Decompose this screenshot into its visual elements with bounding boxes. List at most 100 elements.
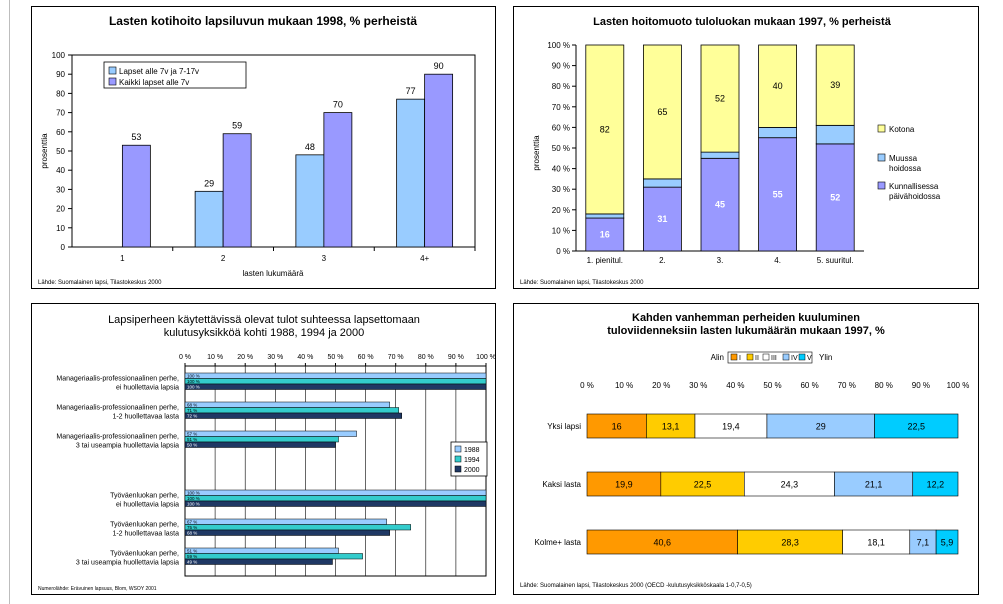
data-label: 70 — [333, 100, 343, 110]
chart-title: Lasten kotihoito lapsiluvun mukaan 1998,… — [109, 14, 417, 28]
legend-label-line-2: hoidossa — [889, 164, 922, 173]
bar-segment — [815, 44, 855, 126]
y-tick-label: 60 — [56, 128, 65, 137]
legend-label: 2000 — [464, 467, 480, 474]
bar-segment — [700, 44, 740, 153]
legend-swatch — [877, 153, 886, 162]
x-tick-label: 100 % — [476, 354, 495, 361]
data-label: 16 — [612, 422, 622, 432]
bar — [184, 529, 390, 536]
data-label: 100 % — [187, 379, 200, 384]
legend-box — [103, 61, 247, 89]
bar-segment — [586, 529, 738, 555]
bar-segment — [758, 137, 798, 252]
bar — [184, 489, 487, 496]
y-tick-label: 40 — [56, 166, 65, 175]
x-tick-label: 90 % — [448, 354, 464, 361]
data-label: 77 — [406, 86, 416, 96]
x-tick-label: 40 % — [726, 381, 744, 390]
chart-title-line-2: tuloviidenneksiin lasten lukumäärän muka… — [607, 325, 885, 337]
bar-segment — [642, 44, 682, 180]
x-tick-label: 20 % — [237, 354, 253, 361]
bar-segment — [874, 413, 959, 439]
data-label: 50 % — [187, 443, 197, 448]
y-tick-label: 50 — [56, 147, 65, 156]
data-label: 68 % — [187, 531, 197, 536]
legend-label-line-2: päivähoidossa — [889, 192, 941, 201]
bar — [323, 112, 353, 248]
chart-title-line-1: Kahden vanhemman perheiden kuuluminen — [632, 312, 860, 324]
legend-swatch — [454, 445, 462, 453]
data-label: 49 % — [187, 560, 197, 565]
chart-care-by-income: Lasten hoitomuoto tuloluokan mukaan 1997… — [520, 16, 941, 286]
data-label: 71 % — [187, 408, 197, 413]
data-label: 29 — [204, 178, 214, 188]
data-label: 57 % — [187, 432, 197, 437]
data-label: 72 % — [187, 414, 197, 419]
bar-segment — [694, 413, 768, 439]
bar — [184, 441, 336, 448]
bar-segment — [642, 186, 682, 252]
data-label: 82 — [600, 124, 610, 134]
source-note: Lähde: Suomalainen lapsi, Tilastokeskus … — [38, 280, 162, 286]
bar — [184, 558, 333, 565]
data-label: 100 % — [187, 385, 200, 390]
data-label: 75 % — [187, 525, 197, 530]
x-tick-label: 40 % — [297, 354, 313, 361]
bar-segment — [642, 178, 682, 188]
bar-segment — [815, 124, 855, 145]
category-label-line-1: Työväenluokan perhe, — [110, 550, 179, 557]
chart-marks: 0 % 10 % 20 % 30 % 40 % 50 % 60 % 70 % 80 % 90 % 1… — [535, 351, 969, 555]
legend-label: III — [771, 355, 777, 362]
legend-prefix: Alin — [711, 353, 724, 362]
legend-swatch — [454, 455, 462, 463]
data-label: 5,9 — [941, 538, 954, 548]
x-tick-label: 80 % — [418, 354, 434, 361]
data-label: 29 — [816, 422, 826, 432]
bar-segment — [737, 529, 843, 555]
chart-income-vs-childless: Lapsiperheen käytettävissä olevat tulot … — [38, 314, 495, 592]
category-label-line-2: 3 tai useampia huollettavia lapsia — [76, 442, 179, 449]
category-label-line-2: ei huollettavia lapsia — [116, 384, 179, 391]
bar — [184, 547, 339, 554]
data-label: 19,9 — [615, 480, 633, 490]
data-label: 28,3 — [781, 538, 799, 548]
x-tick-label: 3. — [717, 256, 724, 265]
x-tick-label: 30 % — [267, 354, 283, 361]
bar-segment — [758, 44, 798, 128]
x-tick-label: 4+ — [420, 254, 429, 263]
x-tick-label: 10 % — [207, 354, 223, 361]
bar-segment — [585, 44, 625, 215]
data-label: 24,3 — [781, 480, 799, 490]
legend-swatch — [877, 181, 886, 190]
data-label: 67 % — [187, 520, 197, 525]
category-label-line-1: Työväenluokan perhe, — [110, 521, 179, 528]
y-tick-label: 0 — [61, 243, 66, 252]
category-label-line-1: Manageriaalis-professionaalinen perhe, — [56, 404, 179, 411]
y-tick-label: 10 % — [552, 226, 570, 235]
data-label: 21,1 — [865, 480, 883, 490]
bar-segment — [935, 529, 959, 555]
legend-label: 1994 — [464, 457, 480, 464]
y-tick-label: 80 — [56, 89, 65, 98]
bar-segment — [909, 529, 937, 555]
data-label: 7,1 — [917, 538, 930, 548]
data-label: 18,1 — [867, 538, 885, 548]
chart-home-care-by-children: Lasten kotihoito lapsiluvun mukaan 1998,… — [38, 14, 476, 286]
bar-segment — [758, 127, 798, 139]
y-tick-label: 20 % — [552, 206, 570, 215]
category-label-line-2: 1-2 huollettavaa lasta — [112, 530, 179, 537]
category-label-line-2: 3 tai useampia huollettavia lapsia — [76, 559, 179, 566]
data-label: 52 — [830, 192, 840, 202]
bar — [184, 518, 387, 525]
legend-swatch — [108, 66, 117, 75]
data-label: 51 % — [187, 549, 197, 554]
legend-swatch — [798, 353, 806, 361]
x-tick-label: 50 % — [763, 381, 781, 390]
chart-panel-care-by-income: Lasten hoitomuoto tuloluokan mukaan 1997… — [513, 6, 979, 289]
chart-marks: 0 % 10 % 20 % 30 % 40 % 50 % 60 % 70 % 80 % 90 % 1… — [56, 354, 495, 577]
legend-label: 1988 — [464, 447, 480, 454]
bar — [184, 436, 339, 443]
left-margin-rule — [9, 0, 10, 604]
bar — [184, 407, 399, 414]
